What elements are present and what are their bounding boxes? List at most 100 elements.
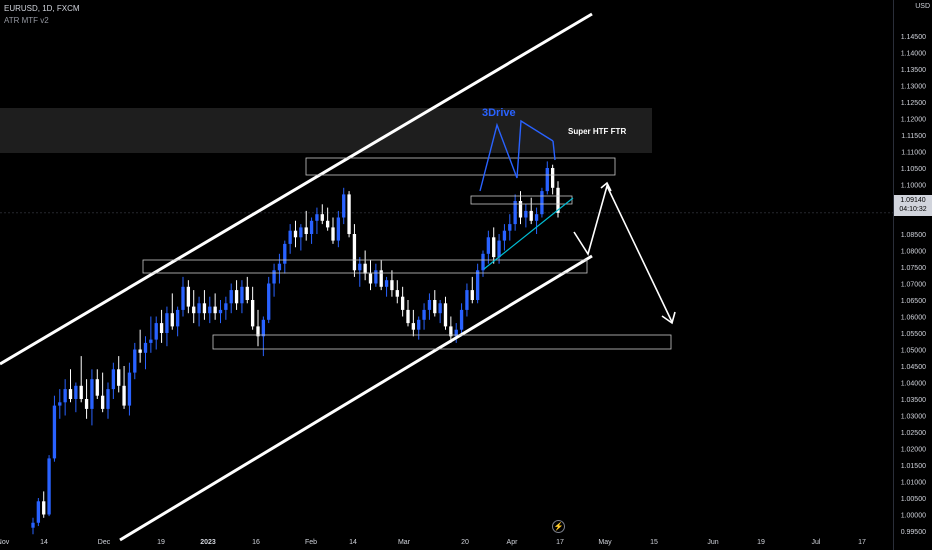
lightning-icon[interactable]: ⚡ xyxy=(552,520,565,533)
candle-body xyxy=(384,280,389,287)
candle-body xyxy=(352,234,357,271)
pattern-label: 3Drive xyxy=(482,107,516,119)
candle-body xyxy=(36,501,41,523)
candle-body xyxy=(422,309,426,320)
x-tick-label: Feb xyxy=(305,539,317,546)
projection-arrowhead-top xyxy=(600,181,612,192)
three-drive-end xyxy=(552,140,556,161)
candle-body xyxy=(433,300,437,314)
candle-body xyxy=(427,300,432,310)
candle-body xyxy=(250,300,255,327)
candle-body xyxy=(213,306,217,314)
bar-countdown: 04:10:32 xyxy=(899,206,927,213)
candle-body xyxy=(58,402,62,406)
candle-body xyxy=(417,319,421,330)
candle-body xyxy=(138,349,142,353)
x-tick-label: 14 xyxy=(40,539,48,546)
candle-body xyxy=(256,326,260,337)
candle-body xyxy=(325,220,330,228)
candle-body xyxy=(100,395,105,409)
candle-body xyxy=(79,385,83,399)
x-tick-label: Mar xyxy=(398,539,411,546)
candle-body xyxy=(133,349,137,373)
projection-arrowhead xyxy=(661,311,676,325)
price-axis[interactable]: USD xyxy=(893,0,932,550)
candle-body xyxy=(175,309,180,327)
candle-body xyxy=(52,405,57,459)
candle-body xyxy=(208,306,212,314)
candle-body xyxy=(342,194,346,218)
candle-body xyxy=(395,290,399,297)
candle-body xyxy=(31,522,35,528)
channel-upper-line xyxy=(0,12,593,366)
support-box-mid xyxy=(142,259,588,274)
candle-body xyxy=(529,210,533,221)
candle-body xyxy=(534,214,539,221)
x-tick-label: Jul xyxy=(812,539,821,546)
x-tick-label: 19 xyxy=(157,539,165,546)
x-tick-label: 14 xyxy=(349,539,357,546)
candle-body xyxy=(550,168,555,188)
support-box-low xyxy=(212,334,672,350)
candle-body xyxy=(390,280,394,291)
x-tick-label: 2023 xyxy=(200,539,216,546)
candle-body xyxy=(192,306,196,314)
candle-body xyxy=(245,286,249,300)
candle-body xyxy=(459,309,464,330)
candle-body xyxy=(165,313,169,333)
x-tick-label: 17 xyxy=(858,539,866,546)
candle-body xyxy=(122,385,126,406)
candle-body xyxy=(293,230,298,238)
candle-body xyxy=(154,323,158,340)
three-drive-lines xyxy=(479,119,554,192)
candle-body xyxy=(267,283,271,320)
candle-body xyxy=(304,227,308,234)
zone-label: Super HTF FTR xyxy=(568,127,627,136)
candle-body xyxy=(486,237,491,254)
candle-body xyxy=(465,290,469,310)
candle-body xyxy=(47,458,51,515)
candle-body xyxy=(438,303,442,314)
candle-body xyxy=(545,168,549,192)
candle-body xyxy=(170,313,174,327)
candle-body xyxy=(127,372,132,406)
candle-body xyxy=(524,210,528,218)
candle-body xyxy=(74,385,78,399)
candle-body xyxy=(368,273,373,284)
candle-body xyxy=(68,389,73,399)
candle-body xyxy=(331,227,335,241)
candle-body xyxy=(63,389,67,403)
candle-body xyxy=(492,237,496,258)
candle-body xyxy=(90,379,94,409)
candle-body xyxy=(315,214,319,221)
candle-body xyxy=(481,253,485,271)
candle-body xyxy=(518,201,523,218)
candle-body xyxy=(117,369,121,386)
candle-body xyxy=(111,369,116,390)
candle-body xyxy=(374,270,378,284)
candle-body xyxy=(299,227,303,238)
candle-body xyxy=(347,194,351,234)
last-price: 1.09140 xyxy=(900,197,926,204)
indicator-label: ATR MTF v2 xyxy=(4,16,49,25)
candle-body xyxy=(288,230,292,244)
x-tick-label: Apr xyxy=(507,539,519,546)
rising-trendline xyxy=(483,197,574,270)
resistance-box-mid xyxy=(470,195,573,205)
currency-label: USD xyxy=(915,3,930,10)
projection-path xyxy=(573,183,673,323)
candle-body xyxy=(143,342,148,353)
candle-body xyxy=(513,201,517,225)
candle-body xyxy=(411,323,416,330)
candle-body xyxy=(84,399,89,409)
candle-body xyxy=(470,290,474,300)
x-tick-label: May xyxy=(598,539,612,546)
candle-body xyxy=(106,389,110,409)
candle-body xyxy=(240,286,244,304)
candle-body xyxy=(42,501,46,515)
candle-body xyxy=(497,240,501,258)
x-tick-label: 20 xyxy=(461,539,469,546)
candle-body xyxy=(283,243,287,264)
candle-body xyxy=(449,326,453,337)
